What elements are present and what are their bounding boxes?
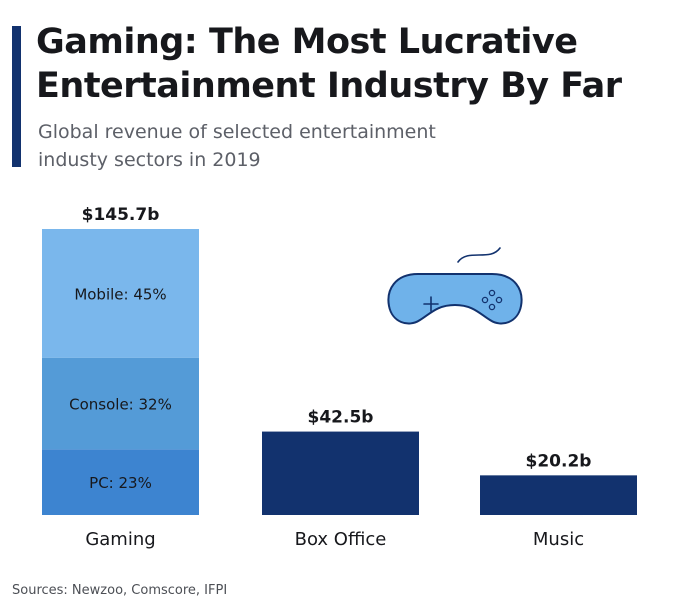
subtitle-line-2: industy sectors in 2019: [38, 149, 261, 171]
category-label-box-office: Box Office: [295, 529, 387, 550]
title-line-2: Entertainment Industry By Far: [36, 66, 622, 106]
accent-bar: [12, 26, 21, 167]
game-controller-icon: [387, 247, 523, 325]
subtitle-line-1: Global revenue of selected entertainment: [38, 121, 436, 143]
revenue-bar-chart: PC: 23% Console: 32% Mobile: 45% $145.7b Gam…: [42, 205, 637, 550]
segment-label-console: Console: 32%: [69, 395, 172, 413]
segment-label-mobile: Mobile: 45%: [74, 285, 166, 303]
segment-label-pc: PC: 23%: [89, 474, 152, 492]
labels-layer: PC: 23% Console: 32% Mobile: 45% $145.7b Gam…: [69, 205, 591, 550]
bars-layer: [42, 229, 637, 515]
category-label-gaming: Gaming: [85, 529, 155, 550]
page-title: Gaming: The Most Lucrative Entertainment…: [36, 20, 656, 108]
value-label-gaming: $145.7b: [82, 205, 160, 225]
page-subtitle: Global revenue of selected entertainment…: [38, 118, 508, 174]
bar-box-office: [262, 431, 419, 515]
category-label-music: Music: [533, 529, 584, 550]
bar-music: [480, 475, 637, 515]
value-label-music: $20.2b: [526, 451, 592, 471]
source-note: Sources: Newzoo, Comscore, IFPI: [12, 583, 228, 598]
bar-segment-pc: [42, 449, 199, 515]
title-line-1: Gaming: The Most Lucrative: [36, 22, 578, 62]
value-label-box-office: $42.5b: [308, 408, 374, 428]
bar-segment-console: [42, 357, 199, 450]
bar-segment-mobile: [42, 229, 199, 358]
